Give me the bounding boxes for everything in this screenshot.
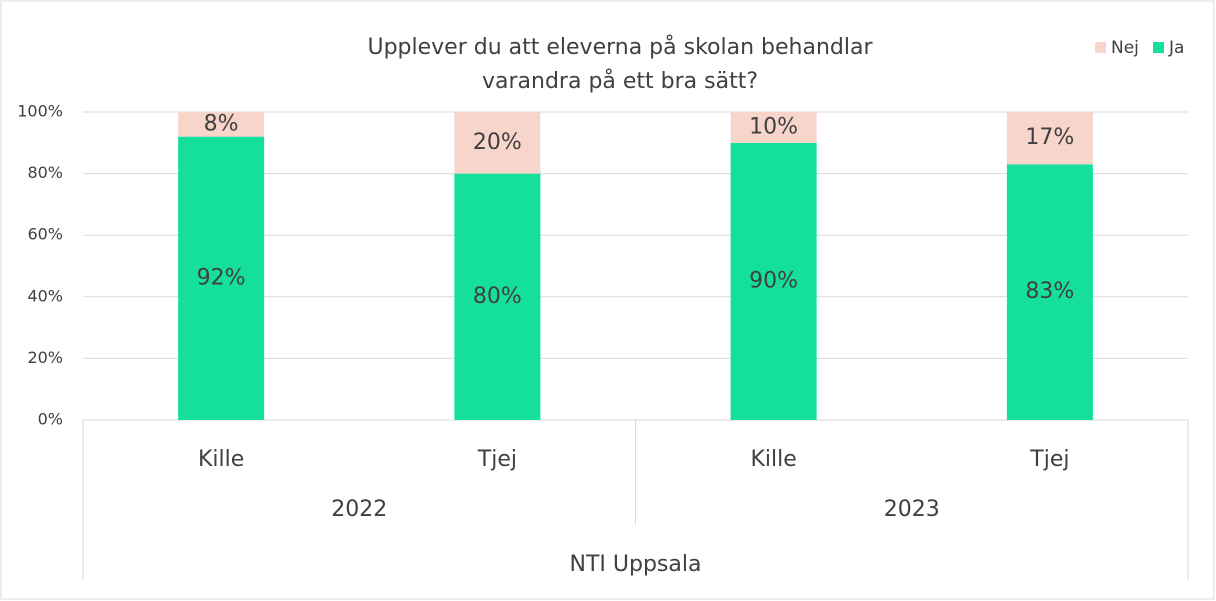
bar-segment — [730, 142, 817, 421]
chart-title: varandra på ett bra sätt? — [482, 68, 758, 94]
y-tick-label: 60% — [27, 225, 63, 244]
data-label: 83% — [1025, 279, 1074, 304]
group-label: 2023 — [884, 497, 940, 522]
bar-segment — [454, 173, 541, 420]
data-label: 92% — [197, 265, 246, 290]
bar-segment — [178, 136, 265, 420]
data-label: 17% — [1025, 125, 1074, 150]
x-tick-label: Tjej — [1029, 447, 1069, 472]
bar-segment — [730, 112, 817, 143]
y-tick-label: 80% — [27, 163, 63, 182]
data-label: 10% — [749, 114, 798, 139]
bar-segment — [1006, 164, 1093, 420]
y-tick-label: 20% — [27, 348, 63, 367]
x-tick-label: Kille — [750, 447, 796, 472]
x-tick-label: Tjej — [477, 447, 517, 472]
data-label: 8% — [204, 111, 239, 136]
bar-segment — [178, 112, 265, 137]
super-group-label: NTI Uppsala — [570, 552, 702, 577]
bar-segment — [1006, 112, 1093, 165]
legend-label: Nej — [1111, 38, 1139, 58]
bar-segment — [454, 112, 541, 174]
legend-swatch — [1153, 42, 1164, 53]
y-tick-label: 40% — [27, 286, 63, 305]
data-label: 80% — [473, 284, 522, 309]
data-label: 20% — [473, 130, 522, 155]
legend-label: Ja — [1168, 38, 1184, 58]
group-label: 2022 — [331, 497, 387, 522]
chart-title: Upplever du att eleverna på skolan behan… — [367, 34, 873, 60]
x-tick-label: Kille — [198, 447, 244, 472]
legend-swatch — [1095, 42, 1106, 53]
y-tick-label: 0% — [38, 410, 63, 429]
data-label: 90% — [749, 268, 798, 293]
y-tick-label: 100% — [17, 102, 63, 121]
